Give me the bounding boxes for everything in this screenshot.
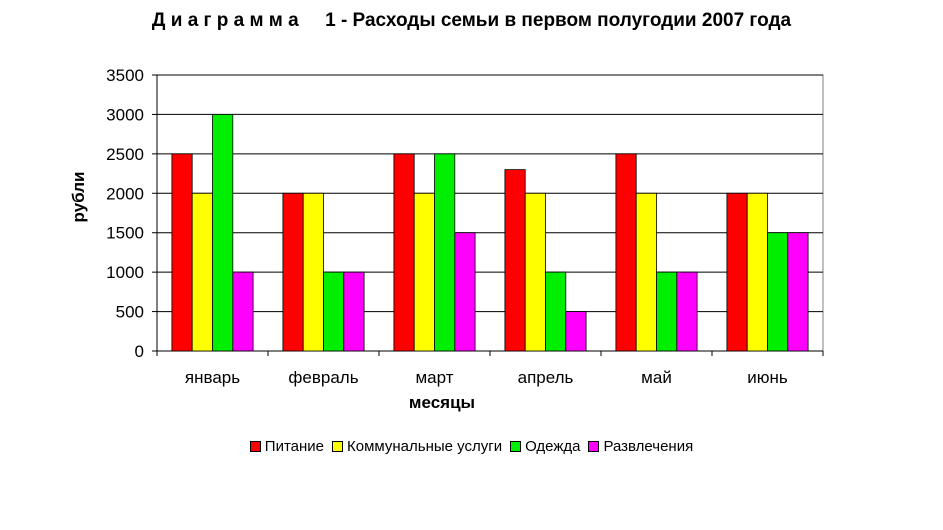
y-tick-label: 2500 <box>106 145 144 164</box>
x-tick-label: февраль <box>288 368 358 387</box>
bar <box>524 192 546 352</box>
bar <box>282 192 304 352</box>
bar <box>635 192 657 352</box>
y-tick-label: 3000 <box>106 105 144 124</box>
bar <box>302 192 324 352</box>
y-tick-label: 3500 <box>106 66 144 85</box>
bar <box>191 192 213 352</box>
x-tick-label: март <box>415 368 453 387</box>
x-axis-label: месяцы <box>409 393 475 412</box>
legend-item: Коммунальные услуги <box>332 438 502 455</box>
bar <box>565 311 587 352</box>
legend-label: Коммунальные услуги <box>347 438 503 455</box>
bar <box>504 169 526 352</box>
legend-label: Одежда <box>525 438 581 455</box>
bar <box>746 192 768 352</box>
x-tick-label: январь <box>185 368 240 387</box>
legend-item: Одежда <box>510 438 580 455</box>
y-tick-label: 1500 <box>106 224 144 243</box>
bar <box>171 153 193 352</box>
y-tick-label: 1000 <box>106 263 144 282</box>
bar <box>343 271 365 352</box>
legend-swatch <box>510 441 522 452</box>
x-tick-label: апрель <box>518 368 574 387</box>
bar <box>323 271 345 352</box>
bar <box>232 271 254 352</box>
legend-item: Питание <box>249 438 324 455</box>
legend-swatch <box>332 441 343 452</box>
x-tick-label: июнь <box>747 368 788 387</box>
legend-swatch <box>249 441 261 452</box>
y-axis-label: рубли <box>69 172 88 223</box>
bar <box>413 192 435 352</box>
y-tick-label: 500 <box>116 303 144 322</box>
legend: Питание Коммунальные услуги Одежда Развлече… <box>0 438 943 455</box>
y-tick-label: 2000 <box>106 184 144 203</box>
x-tick-label: май <box>641 368 672 387</box>
bar <box>767 232 789 352</box>
bar <box>454 232 476 352</box>
legend-label: Развлечения <box>603 438 694 455</box>
legend-item: Развлечения <box>588 438 693 455</box>
bar <box>212 114 234 352</box>
bar <box>434 153 456 352</box>
bar <box>615 153 637 352</box>
bar <box>676 271 698 352</box>
y-tick-label: 0 <box>135 342 144 361</box>
legend-label: Питание <box>264 438 324 455</box>
bar <box>726 192 748 352</box>
bar <box>656 271 678 352</box>
chart-title: Д и а г р а м м а 1 - Расходы семьи в пе… <box>151 10 792 31</box>
bar <box>787 232 809 352</box>
bar <box>393 153 415 352</box>
legend-swatch <box>588 441 600 452</box>
bar <box>545 271 567 352</box>
plot-area <box>156 74 824 352</box>
